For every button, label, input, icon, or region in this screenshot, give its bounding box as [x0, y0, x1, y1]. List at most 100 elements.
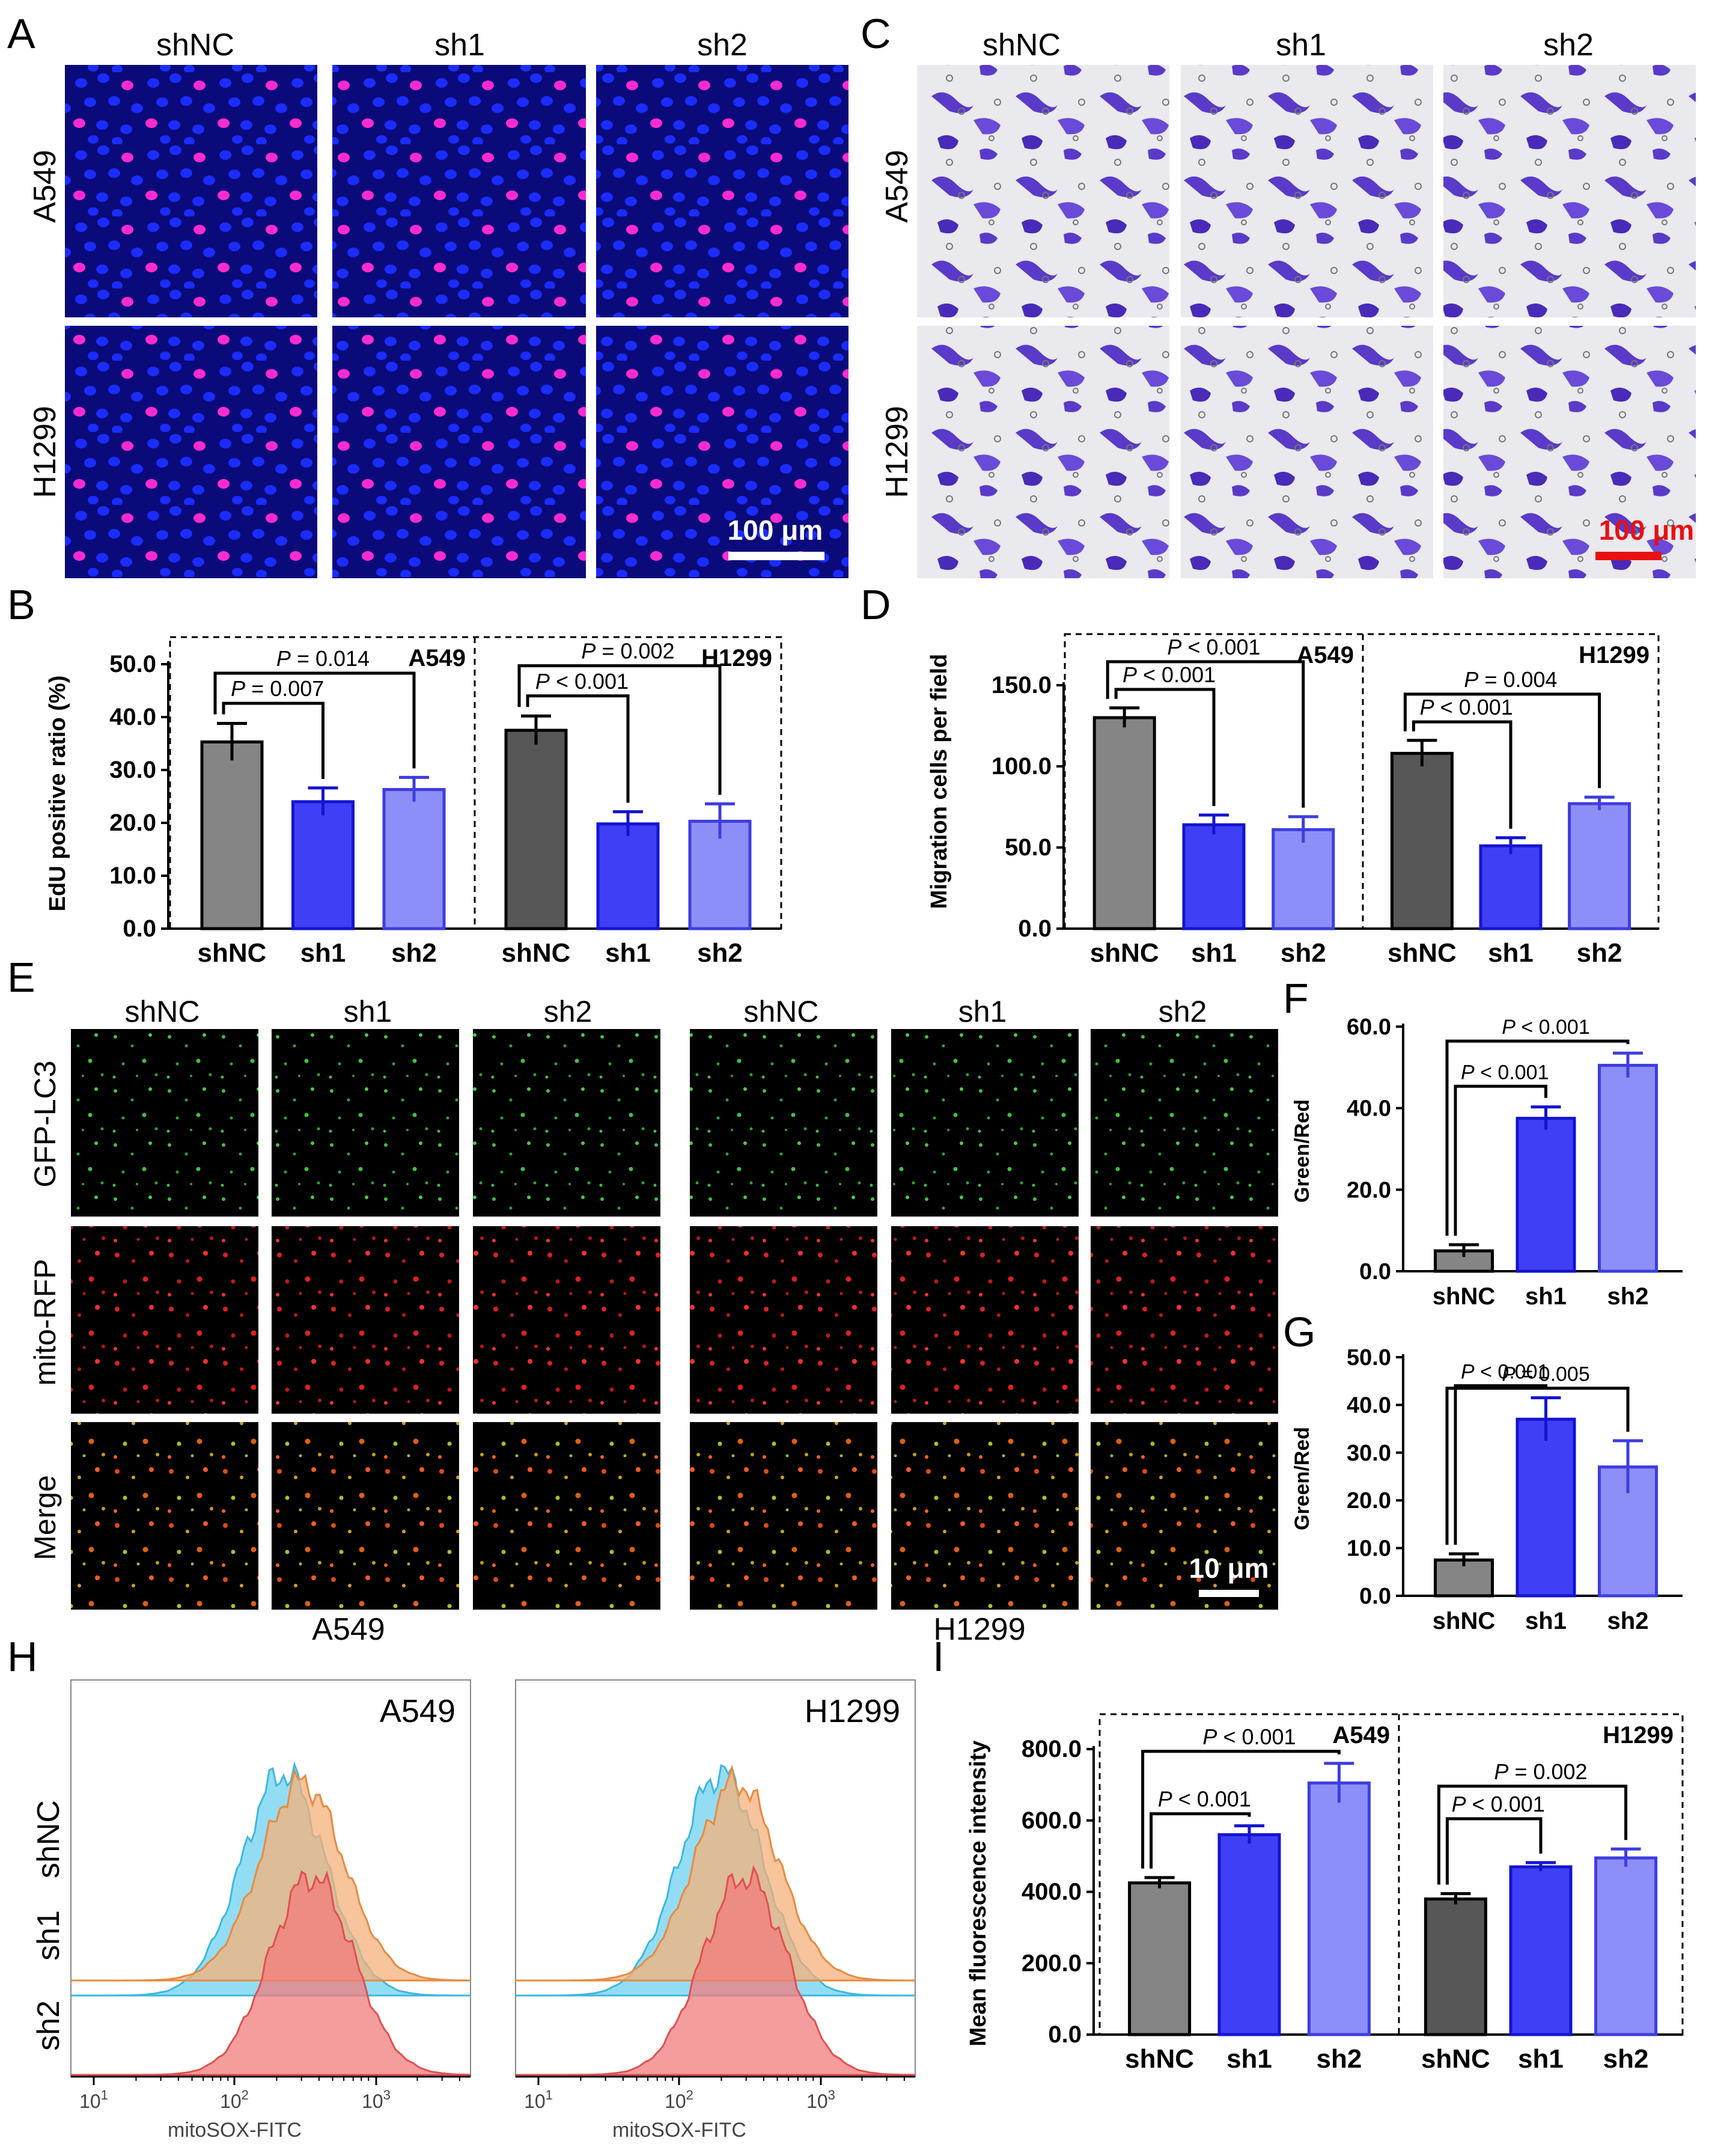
histogram-x-tick-base: 10 [524, 2090, 546, 2112]
panel-e-caption-a549: A549 [312, 1612, 385, 1647]
category-label-D: sh2 [1577, 938, 1622, 968]
bar-F-2 [1598, 1063, 1658, 1273]
p-value-I: P < 0.001 [1202, 1724, 1296, 1749]
histogram-x-tick-exp: 3 [828, 2087, 835, 2103]
scalebar-label-e: 10 μm [1189, 1553, 1269, 1584]
bar-I-5 [1594, 1856, 1658, 2036]
merge-image-1 [71, 1422, 258, 1610]
y-tick-label-F: 40.0 [1347, 1096, 1391, 1122]
histogram-x-tick-exp: 1 [101, 2087, 108, 2103]
p-value-G-rest: < 0.001 [1475, 1360, 1549, 1383]
p-value-D: P < 0.001 [1420, 695, 1513, 719]
panel-e-header-a549-sh2: sh2 [544, 995, 592, 1028]
histogram-x-tick-base: 10 [806, 2090, 828, 2112]
histogram-x-tick-label: 101 [79, 2087, 108, 2112]
gfp-image-1 [71, 1029, 258, 1217]
panel-a-header-sh1: sh1 [434, 28, 485, 63]
significance-bracket-I [1141, 1750, 1341, 1869]
p-value-B-p: P [276, 646, 291, 671]
y-tick-label-G: 30.0 [1347, 1441, 1391, 1466]
p-value-F-p: P [1502, 1016, 1516, 1039]
category-label-I: shNC [1125, 2044, 1194, 2074]
panel-c-images: shNC sh1 sh2 A549 H1299 100 μm [880, 28, 1696, 578]
bar-chart-i: 0.0 200.0 400.0 600.0 800.0 Mean fluorescence… [966, 1713, 1684, 2074]
histogram-x-tick-label: 102 [220, 2087, 249, 2112]
y-axis-label-F: Green/Red [1291, 1099, 1314, 1203]
significance-bracket-I [1445, 1817, 1543, 1885]
panel-label-f: F [1283, 975, 1309, 1022]
y-tick-label-I: 400.0 [1022, 1879, 1082, 1905]
histogram-title: H1299 [805, 1693, 900, 1729]
category-label-B: sh2 [391, 938, 437, 968]
block-label-B: A549 [408, 645, 466, 671]
y-axis-label-G: Green/Red [1291, 1427, 1314, 1530]
category-label-I: sh2 [1316, 2044, 1362, 2074]
p-value-G-p: P [1502, 1363, 1516, 1386]
p-value-I: P < 0.001 [1158, 1787, 1251, 1812]
scalebar-label-c: 100 μm [1599, 515, 1695, 546]
p-value-D: P < 0.001 [1167, 635, 1260, 659]
y-tick-label-I: 800.0 [1022, 1736, 1082, 1762]
y-tick-label-I: 600.0 [1022, 1807, 1082, 1834]
p-value-G-rest: = 0.005 [1516, 1363, 1590, 1386]
edu-image-h1299-sh1 [332, 326, 586, 578]
category-label-G: sh2 [1607, 1608, 1649, 1634]
category-label-B: shNC [502, 938, 571, 968]
block-label-D: H1299 [1579, 642, 1650, 668]
panel-a-header-sh2: sh2 [697, 28, 748, 63]
y-tick-label-D: 150.0 [992, 672, 1052, 698]
p-value-G: P < 0.001 [1461, 1360, 1549, 1383]
scalebar-c [1595, 552, 1662, 560]
edu-image-a549-sh2 [596, 65, 848, 317]
y-tick-label-G: 40.0 [1347, 1393, 1391, 1418]
panel-e-header-h1299-sh2: sh2 [1159, 995, 1207, 1028]
histogram-x-tick-base: 10 [362, 2090, 383, 2112]
histogram-curve-1 [71, 1768, 471, 1982]
histogram-x-tick-exp: 1 [546, 2087, 553, 2103]
cv-image-h1299-sh1 [1181, 326, 1433, 578]
block-label-I: A549 [1332, 1722, 1390, 1748]
edu-image-a549-sh1 [332, 65, 586, 317]
histogram-x-tick-exp: 2 [686, 2087, 693, 2103]
p-value-D: P < 0.001 [1123, 662, 1216, 687]
category-label-B: sh1 [300, 938, 346, 968]
gfp-image-4 [690, 1029, 877, 1217]
merge-image-4 [690, 1422, 877, 1610]
bar-D-3 [1390, 751, 1454, 930]
panel-label-g: G [1283, 1309, 1315, 1355]
p-value-D-rest: < 0.001 [1434, 695, 1513, 719]
p-value-D-p: P [1123, 662, 1137, 687]
p-value-F-p: P [1461, 1061, 1475, 1084]
p-value-F-rest: < 0.001 [1475, 1061, 1549, 1084]
significance-bracket-B [222, 701, 324, 779]
category-label-I: sh2 [1603, 2044, 1649, 2074]
panel-e-header-a549-sh1: sh1 [344, 995, 392, 1028]
y-tick-label-G: 20.0 [1347, 1488, 1391, 1513]
gfp-image-2 [272, 1029, 459, 1217]
p-value-D-rest: < 0.001 [1181, 635, 1260, 659]
cv-image-a549-sh2 [1443, 65, 1696, 317]
panel-e-row-mito-rfp: mito-RFP [28, 1259, 62, 1385]
y-tick-label-G: 10.0 [1347, 1536, 1391, 1562]
y-tick-label-B: 10.0 [109, 863, 156, 889]
merge-image-3 [473, 1422, 660, 1610]
histogram-x-tick-label: 102 [665, 2087, 693, 2112]
p-value-I-rest: < 0.001 [1172, 1787, 1251, 1812]
bar-chart-d: 0.0 50.0 100.0 150.0 Migration cells per fie… [927, 633, 1660, 968]
p-value-I-p: P [1202, 1724, 1217, 1749]
bar-B-2 [382, 788, 446, 930]
y-tick-label-D: 50.0 [1005, 834, 1052, 861]
category-label-B: sh1 [605, 938, 651, 968]
y-axis-label-B: EdU positive ratio (%) [45, 676, 70, 912]
p-value-D-rest: < 0.001 [1137, 662, 1216, 687]
p-value-I-rest: < 0.001 [1217, 1724, 1296, 1749]
bar-I-0 [1128, 1881, 1192, 2036]
category-label-I: sh1 [1226, 2044, 1272, 2074]
p-value-B: P = 0.014 [276, 646, 370, 671]
category-label-D: sh1 [1191, 938, 1237, 968]
y-tick-label-F: 20.0 [1347, 1177, 1391, 1203]
significance-bracket-F [1445, 1039, 1630, 1236]
